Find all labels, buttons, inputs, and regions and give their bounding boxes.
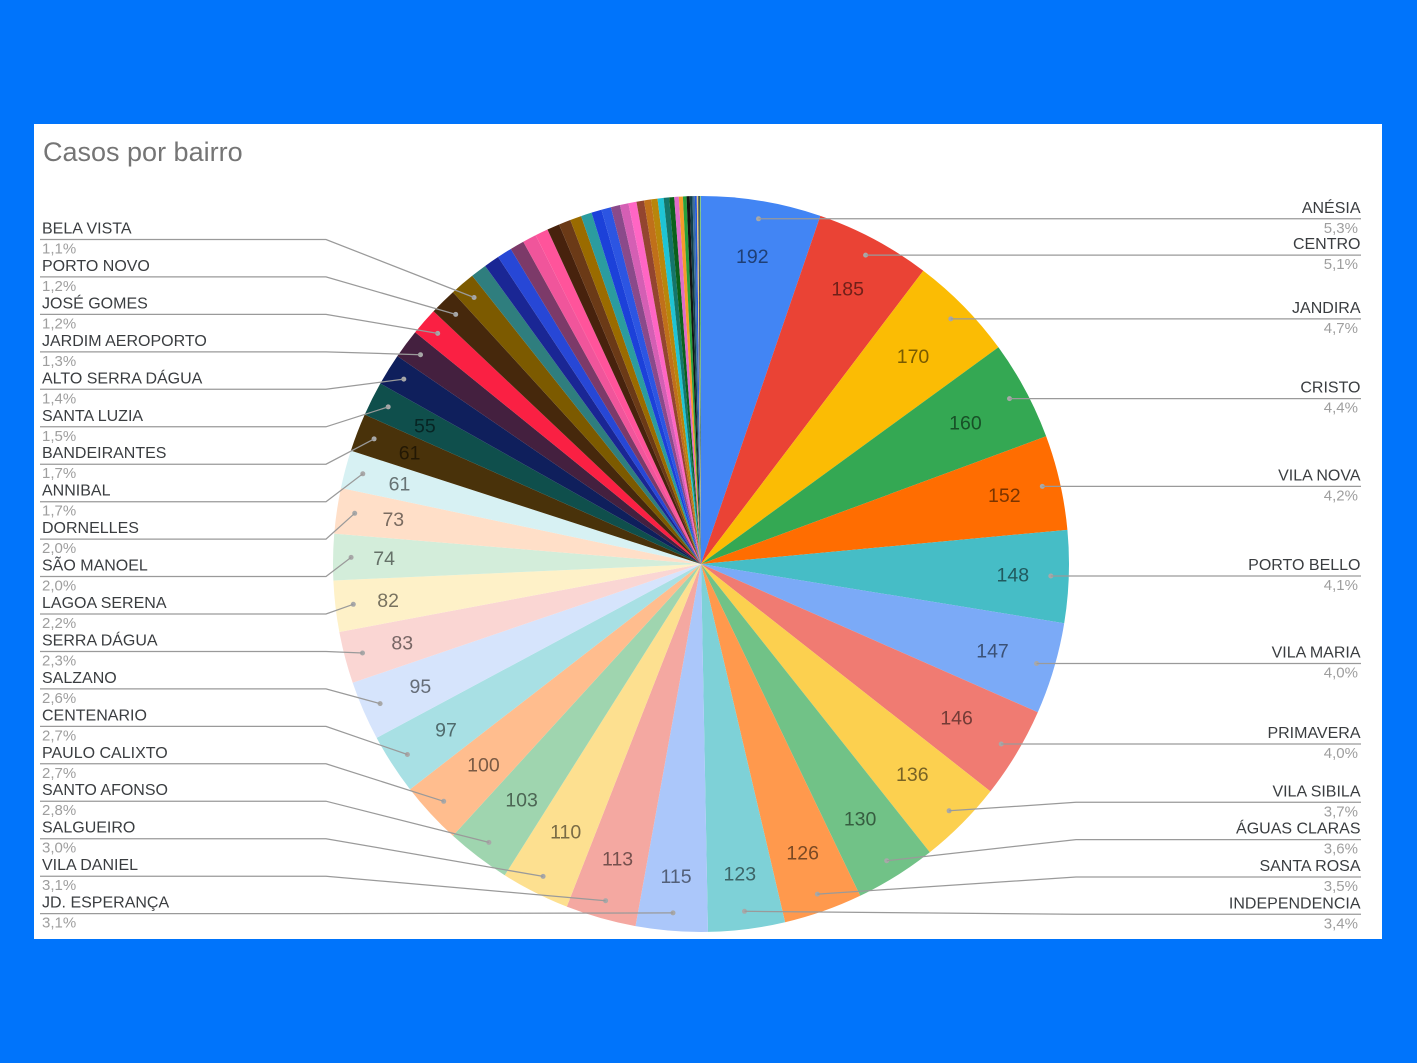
- svg-text:130: 130: [844, 808, 877, 830]
- svg-text:DORNELLES: DORNELLES: [42, 520, 139, 537]
- svg-text:PAULO CALIXTO: PAULO CALIXTO: [42, 745, 168, 762]
- svg-text:SANTA LUZIA: SANTA LUZIA: [42, 408, 143, 425]
- svg-text:BANDEIRANTES: BANDEIRANTES: [42, 445, 166, 462]
- svg-text:SANTA ROSA: SANTA ROSA: [1259, 858, 1360, 875]
- svg-text:2,0%: 2,0%: [42, 540, 76, 557]
- svg-text:5,3%: 5,3%: [1324, 220, 1358, 237]
- svg-text:JD. ESPERANÇA: JD. ESPERANÇA: [42, 895, 169, 912]
- svg-text:SÃO MANOEL: SÃO MANOEL: [42, 555, 148, 575]
- svg-text:PORTO NOVO: PORTO NOVO: [42, 258, 150, 275]
- svg-text:185: 185: [831, 279, 864, 301]
- svg-text:BELA VISTA: BELA VISTA: [42, 221, 132, 238]
- svg-text:136: 136: [896, 764, 929, 786]
- svg-text:61: 61: [399, 443, 421, 465]
- svg-text:1,1%: 1,1%: [42, 241, 76, 258]
- svg-text:CENTRO: CENTRO: [1293, 236, 1361, 253]
- svg-text:74: 74: [373, 548, 395, 570]
- svg-text:3,1%: 3,1%: [42, 915, 76, 932]
- svg-text:3,5%: 3,5%: [1324, 878, 1358, 895]
- svg-text:1,3%: 1,3%: [42, 353, 76, 370]
- svg-text:2,6%: 2,6%: [42, 690, 76, 707]
- svg-text:CENTENARIO: CENTENARIO: [42, 707, 147, 724]
- svg-text:61: 61: [389, 474, 411, 496]
- svg-text:3,6%: 3,6%: [1324, 841, 1358, 858]
- svg-text:2,0%: 2,0%: [42, 578, 76, 595]
- svg-text:4,0%: 4,0%: [1324, 665, 1358, 682]
- svg-text:2,3%: 2,3%: [42, 653, 76, 670]
- svg-text:170: 170: [897, 346, 930, 368]
- svg-text:3,7%: 3,7%: [1324, 803, 1358, 820]
- svg-text:JANDIRA: JANDIRA: [1292, 300, 1361, 317]
- svg-text:ALTO SERRA DÁGUA: ALTO SERRA DÁGUA: [42, 368, 203, 387]
- svg-text:INDEPENDENCIA: INDEPENDENCIA: [1229, 895, 1361, 912]
- svg-text:LAGOA SERENA: LAGOA SERENA: [42, 595, 167, 612]
- svg-text:3,1%: 3,1%: [42, 877, 76, 894]
- svg-text:4,7%: 4,7%: [1324, 320, 1358, 337]
- svg-text:JARDIM AEROPORTO: JARDIM AEROPORTO: [42, 333, 207, 350]
- svg-text:1,4%: 1,4%: [42, 390, 76, 407]
- svg-text:110: 110: [550, 822, 581, 844]
- svg-text:1,2%: 1,2%: [42, 278, 76, 295]
- svg-text:73: 73: [382, 509, 404, 531]
- svg-text:SALGUEIRO: SALGUEIRO: [42, 820, 135, 837]
- svg-text:123: 123: [724, 864, 757, 886]
- svg-text:ANNIBAL: ANNIBAL: [42, 483, 111, 500]
- svg-text:2,8%: 2,8%: [42, 802, 76, 819]
- svg-text:ANÉSIA: ANÉSIA: [1302, 198, 1361, 217]
- svg-text:152: 152: [988, 485, 1021, 507]
- svg-text:PORTO BELLO: PORTO BELLO: [1248, 557, 1360, 574]
- svg-text:1,7%: 1,7%: [42, 465, 76, 482]
- svg-text:55: 55: [414, 415, 436, 437]
- svg-text:147: 147: [976, 640, 1009, 662]
- svg-text:115: 115: [660, 866, 691, 888]
- svg-text:3,0%: 3,0%: [42, 840, 76, 857]
- svg-text:CRISTO: CRISTO: [1300, 380, 1360, 397]
- svg-text:100: 100: [467, 755, 500, 777]
- svg-text:146: 146: [940, 707, 973, 729]
- svg-text:1,7%: 1,7%: [42, 503, 76, 520]
- svg-text:VILA NOVA: VILA NOVA: [1278, 467, 1361, 484]
- svg-text:2,2%: 2,2%: [42, 615, 76, 632]
- svg-text:82: 82: [377, 590, 399, 612]
- svg-text:192: 192: [736, 246, 769, 268]
- svg-text:3,4%: 3,4%: [1324, 915, 1358, 932]
- svg-text:4,2%: 4,2%: [1324, 487, 1358, 504]
- svg-text:97: 97: [435, 720, 457, 742]
- svg-text:SANTO AFONSO: SANTO AFONSO: [42, 782, 168, 799]
- svg-text:126: 126: [786, 843, 819, 865]
- svg-text:VILA MARIA: VILA MARIA: [1272, 645, 1361, 662]
- svg-text:95: 95: [410, 676, 432, 698]
- svg-text:1,5%: 1,5%: [42, 428, 76, 445]
- svg-text:103: 103: [505, 789, 538, 811]
- svg-text:1,2%: 1,2%: [42, 315, 76, 332]
- svg-text:2,7%: 2,7%: [42, 727, 76, 744]
- svg-text:2,7%: 2,7%: [42, 765, 76, 782]
- svg-text:VILA DANIEL: VILA DANIEL: [42, 857, 138, 874]
- svg-text:SALZANO: SALZANO: [42, 670, 117, 687]
- svg-text:113: 113: [602, 848, 633, 870]
- svg-text:160: 160: [949, 412, 982, 434]
- svg-text:4,4%: 4,4%: [1324, 400, 1358, 417]
- svg-text:148: 148: [997, 565, 1030, 587]
- svg-text:4,1%: 4,1%: [1324, 577, 1358, 594]
- svg-text:PRIMAVERA: PRIMAVERA: [1267, 725, 1360, 742]
- svg-text:4,0%: 4,0%: [1324, 745, 1358, 762]
- svg-text:JOSÉ GOMES: JOSÉ GOMES: [42, 293, 148, 312]
- svg-text:83: 83: [391, 633, 413, 655]
- svg-text:VILA SIBILA: VILA SIBILA: [1272, 783, 1360, 800]
- svg-text:5,1%: 5,1%: [1324, 256, 1358, 273]
- svg-text:Casos por bairro: Casos por bairro: [43, 137, 243, 167]
- svg-text:ÁGUAS CLARAS: ÁGUAS CLARAS: [1236, 819, 1360, 838]
- svg-text:SERRA DÁGUA: SERRA DÁGUA: [42, 631, 158, 650]
